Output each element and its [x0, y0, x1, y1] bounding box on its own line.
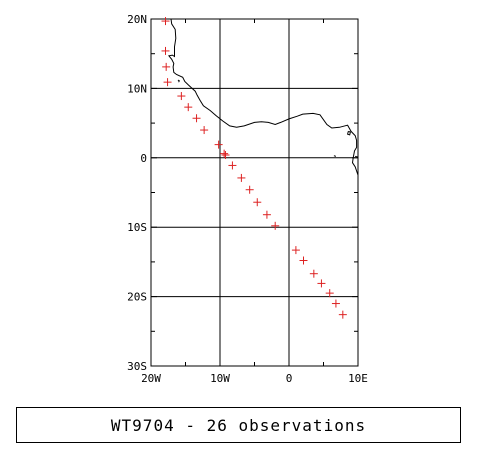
frame-layer [150, 18, 359, 367]
observation-marker [228, 161, 237, 170]
x-tick-label: 20W [141, 372, 161, 385]
y-tick-label: 20N [127, 13, 147, 26]
observation-points [161, 17, 347, 319]
plot-frame [150, 18, 359, 367]
observation-marker [161, 17, 170, 26]
observation-marker [245, 185, 254, 194]
island-outline [333, 155, 337, 157]
caption-box: WT9704 - 26 observations [16, 407, 461, 443]
y-tick-label: 20S [127, 291, 147, 304]
observation-marker [162, 62, 171, 71]
observation-marker [338, 310, 347, 319]
observation-marker [221, 151, 230, 160]
observation-marker [200, 126, 209, 135]
observation-marker [192, 114, 201, 123]
observation-marker [163, 78, 172, 87]
observation-marker [325, 289, 334, 298]
africa-coastline [167, 18, 359, 176]
grid-layer [151, 19, 358, 366]
map-plot: 20W 10W 0 10E 20N 10N 0 10S 20S 30S [127, 13, 368, 385]
observation-marker [253, 198, 262, 207]
observation-marker [317, 279, 326, 288]
y-tick-label: 0 [140, 152, 147, 165]
observation-marker [331, 299, 340, 308]
x-tick-label: 10E [348, 372, 368, 385]
y-tick-label: 10S [127, 221, 147, 234]
x-tick-labels: 20W 10W 0 10E [141, 372, 368, 385]
tick-mark-layer [150, 18, 359, 367]
observation-marker [299, 256, 308, 265]
coastline-layer [167, 18, 359, 176]
chart-title: WT9704 - 26 observations [110, 415, 367, 435]
island-outline [347, 130, 351, 136]
observation-marker [262, 210, 271, 219]
observation-marker [184, 103, 193, 112]
observation-marker [177, 92, 186, 101]
observation-marker [291, 246, 300, 255]
y-tick-label: 30S [127, 360, 147, 373]
observation-marker [271, 221, 280, 230]
observation-marker [309, 269, 318, 278]
observation-marker [237, 173, 246, 182]
y-tick-label: 10N [127, 82, 147, 95]
x-tick-label: 10W [210, 372, 230, 385]
island-outline [177, 79, 180, 83]
x-tick-label: 0 [286, 372, 293, 385]
observation-marker [161, 46, 170, 55]
y-tick-labels: 20N 10N 0 10S 20S 30S [127, 13, 147, 373]
observation-marker [220, 149, 229, 158]
observation-marker [214, 140, 223, 149]
